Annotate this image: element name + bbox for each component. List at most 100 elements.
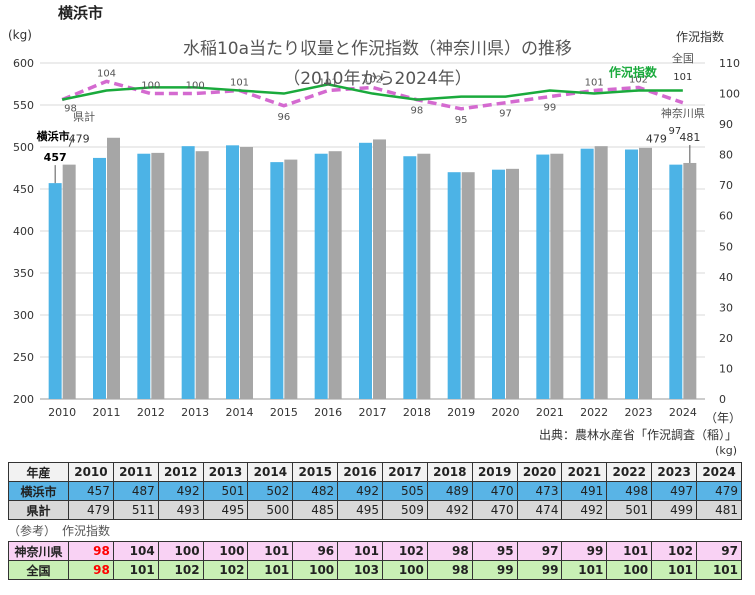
kanagawa-index-label: 99	[543, 103, 556, 114]
table-cell: 98	[68, 560, 114, 580]
table-cell: 99	[561, 541, 608, 561]
table-cell: 100	[157, 541, 204, 561]
table-year-header: 2019	[471, 462, 518, 482]
table-cell: 499	[651, 500, 698, 520]
table-cell: 100	[606, 560, 653, 580]
y-tick-label: 450	[13, 183, 34, 196]
kanagawa-index-label: 102	[363, 74, 382, 85]
pref-value-label: 481	[679, 131, 700, 144]
table-cell: 487	[112, 481, 159, 501]
source-note: 出典：農林水産省「作況調査（稲）」	[538, 428, 737, 442]
yield-table: 年産 2010 2011 2012 2013 2014 2015 2016 2017 2018 20…	[8, 462, 742, 520]
y-tick-label: 550	[13, 99, 34, 112]
x-tick-label: 2013	[181, 406, 209, 419]
bar-city	[48, 183, 62, 399]
kanagawa-index-label: 97	[499, 109, 512, 120]
y2-tick-label: 40	[719, 271, 733, 284]
bar-city	[93, 157, 106, 399]
table-cell: 102	[651, 541, 698, 561]
table-cell: 95	[471, 541, 518, 561]
row-label: 神奈川県	[8, 541, 69, 561]
kanagawa-index-label: 95	[455, 115, 468, 126]
y-tick-label: 300	[13, 309, 34, 322]
table-cell: 98	[426, 541, 473, 561]
table-cell: 505	[382, 481, 428, 501]
table-cell: 102	[157, 560, 204, 580]
table-cell: 495	[337, 500, 384, 520]
table-cell: 492	[157, 481, 204, 501]
index-legend-label: 作況指数	[609, 64, 658, 79]
bar-pref	[151, 152, 165, 399]
table-year-header: 2017	[382, 462, 428, 482]
table-year-header: 2016	[337, 462, 384, 482]
bar-city	[625, 149, 638, 399]
bar-city	[314, 153, 328, 399]
table-cell: 100	[292, 560, 339, 580]
bar-pref	[683, 162, 697, 399]
table-cell: 501	[202, 481, 249, 501]
y-tick-label: 200	[13, 393, 34, 406]
x-tick-label: 2022	[580, 406, 608, 419]
reference-note: （参考） 作況指数	[8, 524, 111, 538]
kanagawa-index-label: 101	[319, 77, 338, 88]
table-cell: 102	[202, 560, 249, 580]
table-cell: 491	[561, 481, 608, 501]
bar-city	[181, 146, 195, 399]
bar-city	[137, 153, 151, 399]
chart-title: 水稲10a当たり収量と作況指数（神奈川県）の推移	[182, 39, 573, 59]
table-cell: 500	[247, 500, 294, 520]
table-cell: 98	[68, 541, 114, 561]
table-cell: 101	[696, 560, 742, 580]
table-cell: 481	[696, 500, 742, 520]
table-cell: 101	[247, 541, 294, 561]
city-series-label: 横浜市	[37, 129, 70, 143]
table-year-header: 2024	[696, 462, 742, 482]
bar-city	[492, 169, 505, 399]
leader-line	[68, 134, 75, 147]
bar-city	[359, 142, 372, 400]
y2-tick-label: 80	[719, 149, 733, 162]
bar-city	[270, 162, 284, 399]
national-last-value: 101	[673, 72, 692, 83]
table-year-header: 2011	[112, 462, 159, 482]
kanagawa-last-value: 97	[668, 126, 681, 137]
bar-city	[669, 164, 683, 399]
city-title: 横浜市	[58, 4, 104, 22]
table-cell: 100	[382, 560, 428, 580]
table-cell: 100	[202, 541, 249, 561]
table-cell: 501	[606, 500, 653, 520]
bar-pref	[373, 139, 386, 399]
table-cell: 485	[292, 500, 339, 520]
table-cell: 101	[112, 560, 159, 580]
table-cell: 509	[382, 500, 428, 520]
y2-tick-label: 50	[719, 240, 733, 253]
y-tick-label: 350	[13, 267, 34, 280]
row-label: 全国	[8, 560, 69, 580]
left-axis-unit: (kg)	[8, 28, 32, 42]
table-cell: 495	[202, 500, 249, 520]
table-cell: 479	[696, 481, 742, 501]
kanagawa-index-label: 100	[141, 81, 160, 92]
table-year-header: 2013	[202, 462, 249, 482]
bar-pref	[284, 159, 298, 399]
bar-pref	[639, 147, 652, 399]
x-tick-label: 2015	[270, 406, 298, 419]
bar-city	[580, 148, 594, 399]
x-tick-label: 2016	[314, 406, 342, 419]
y-tick-label: 500	[13, 141, 34, 154]
city-value-label: 457	[44, 151, 67, 164]
table-cell: 511	[112, 500, 159, 520]
x-tick-label: 2018	[403, 406, 431, 419]
table-cell: 498	[606, 481, 653, 501]
row-label: 横浜市	[8, 481, 69, 501]
table-cell: 489	[426, 481, 473, 501]
bar-city	[536, 154, 550, 399]
table-cell: 104	[112, 541, 159, 561]
city-value-label: 479	[646, 133, 667, 146]
bar-pref	[195, 151, 209, 399]
table-cell: 493	[157, 500, 204, 520]
table-year-header: 2014	[247, 462, 294, 482]
y-tick-label: 400	[13, 225, 34, 238]
table-cell: 99	[516, 560, 563, 580]
bar-pref	[506, 168, 519, 399]
